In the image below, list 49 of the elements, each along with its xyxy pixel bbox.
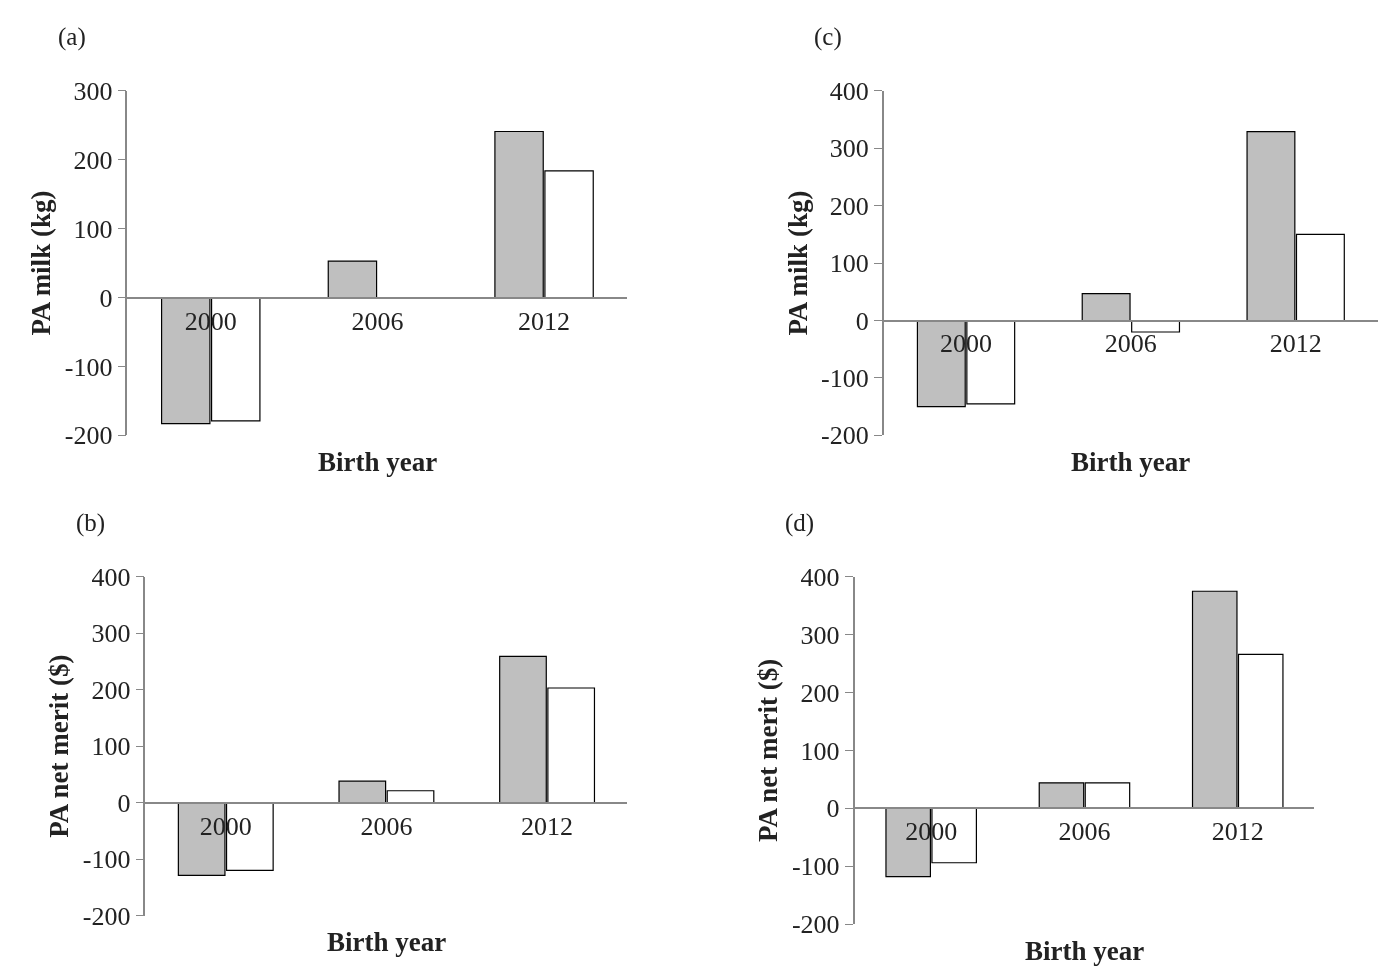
x-tick-label: 2006 <box>351 306 404 336</box>
x-axis-title: Birth year <box>327 927 447 957</box>
x-tick-label: 2006 <box>1058 817 1111 847</box>
y-tick-label: 200 <box>73 145 113 175</box>
x-axis-title: Birth year <box>1025 936 1145 966</box>
y-tick-label: 300 <box>91 619 131 649</box>
y-tick-label: -100 <box>64 352 113 382</box>
chart-title: (b) <box>76 509 106 537</box>
y-tick-label: 100 <box>829 249 869 279</box>
chart-title: (d) <box>785 509 815 537</box>
y-tick-label: 300 <box>73 76 113 106</box>
y-axis-title: PA milk (kg) <box>782 190 813 336</box>
y-tick-label: -200 <box>791 910 840 940</box>
y-tick-label: 200 <box>829 191 869 221</box>
chart-title: (a) <box>58 23 86 51</box>
y-axis-title: PA net merit ($) <box>753 658 784 843</box>
y-tick-label: 0 <box>855 306 869 336</box>
x-tick-label: 2006 <box>1104 329 1157 359</box>
y-tick-label: 0 <box>117 788 131 818</box>
y-tick-label: 100 <box>73 214 113 244</box>
y-tick-label: -200 <box>64 421 113 451</box>
x-tick-label: 2012 <box>1269 329 1322 359</box>
y-tick-label: -100 <box>82 845 131 875</box>
y-tick-label: 100 <box>800 736 840 766</box>
y-axis-title: PA milk (kg) <box>26 190 57 336</box>
x-tick-label: 2012 <box>518 306 571 336</box>
y-tick-label: 0 <box>99 283 113 313</box>
y-tick-label: 0 <box>826 794 840 824</box>
y-tick-label: 400 <box>800 562 840 592</box>
y-tick-label: -200 <box>821 421 869 451</box>
y-tick-label: 200 <box>91 675 131 705</box>
bar <box>1081 292 1131 322</box>
y-tick-label: -100 <box>821 364 869 394</box>
y-axis-title: PA net merit ($) <box>44 654 75 838</box>
y-tick-label: -100 <box>791 852 840 882</box>
y-tick-label: 400 <box>91 562 131 592</box>
x-tick-label: 2006 <box>360 811 413 841</box>
y-tick-label: -200 <box>82 901 131 931</box>
y-tick-label: 200 <box>800 678 840 708</box>
chart-title: (c) <box>814 23 842 51</box>
x-axis-title: Birth year <box>318 447 438 477</box>
y-tick-label: 100 <box>91 732 131 762</box>
bar <box>327 260 378 299</box>
y-tick-label: 300 <box>800 620 840 650</box>
x-tick-label: 2012 <box>521 811 574 841</box>
x-axis-title: Birth year <box>1071 447 1191 477</box>
x-tick-label: 2012 <box>1211 817 1264 847</box>
y-tick-label: 400 <box>829 76 869 106</box>
y-tick-label: 300 <box>829 134 869 164</box>
